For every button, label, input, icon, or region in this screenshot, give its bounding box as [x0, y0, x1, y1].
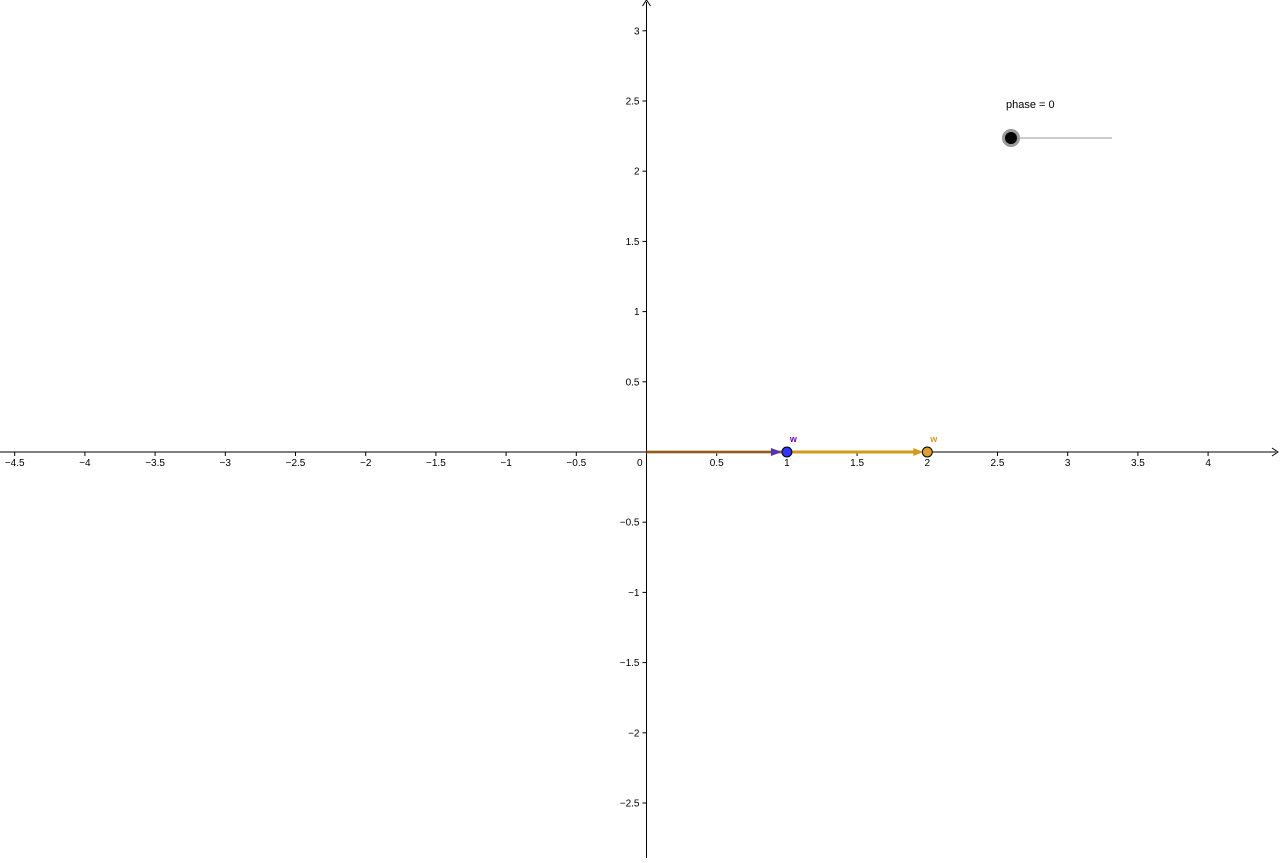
x-tick-label: −3 [220, 458, 232, 469]
y-tick-label: 2 [634, 167, 640, 178]
x-tick-label: −0.5 [566, 458, 586, 469]
x-tick-label: −2 [360, 458, 372, 469]
point-v[interactable] [921, 446, 933, 458]
x-axis-arrow-icon [1271, 447, 1279, 457]
y-tick-label: 1.5 [626, 237, 640, 248]
y-tick-label: −2.5 [620, 799, 640, 810]
slider-caption: phase = 0 [1006, 99, 1055, 111]
x-tick-label: 4 [1205, 458, 1211, 469]
y-tick-label: 3 [634, 26, 640, 37]
y-tick-label: 0.5 [626, 377, 640, 388]
x-tick-label: 3 [1065, 458, 1071, 469]
point-v-label: w [929, 434, 938, 444]
phase-slider[interactable] [1002, 129, 1112, 147]
y-tick-label: −1.5 [620, 658, 640, 669]
origin-label: 0 [637, 458, 643, 469]
x-tick-label: −3.5 [145, 458, 165, 469]
y-tick-label: 1 [634, 307, 640, 318]
x-tick-label: 3.5 [1131, 458, 1145, 469]
x-tick-label: 2 [925, 458, 931, 469]
vector-v-arrowhead-icon [913, 448, 924, 456]
x-tick-label: −4 [79, 458, 91, 469]
vector-w-arrowhead-icon [770, 448, 782, 456]
y-tick-label: −1 [628, 588, 640, 599]
y-tick-label: 2.5 [626, 97, 640, 108]
y-tick-label: −0.5 [620, 518, 640, 529]
x-tick-label: −1 [500, 458, 512, 469]
slider-knob[interactable] [1005, 132, 1017, 144]
x-tick-label: 0.5 [710, 458, 724, 469]
x-tick-label: −4.5 [5, 458, 25, 469]
x-tick-label: −2.5 [286, 458, 306, 469]
point-w-label: w [789, 434, 798, 444]
y-axis-arrow-icon [642, 0, 651, 7]
x-tick-label: −1.5 [426, 458, 446, 469]
x-tick-label: 1.5 [850, 458, 864, 469]
x-tick-label: 2.5 [991, 458, 1005, 469]
y-tick-label: −2 [628, 728, 640, 739]
point-w[interactable] [781, 446, 793, 458]
objects-layer: w w [646, 434, 938, 458]
x-tick-label: 1 [784, 458, 790, 469]
